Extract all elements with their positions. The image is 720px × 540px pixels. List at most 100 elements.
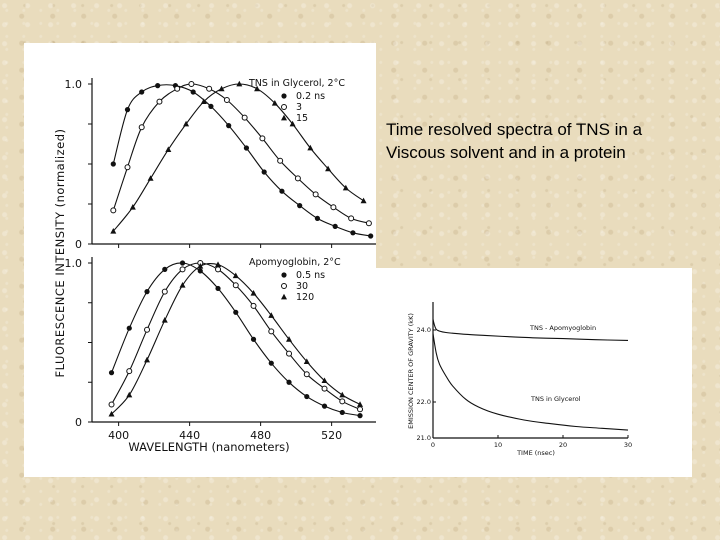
top-data-point <box>350 230 356 236</box>
top-data-point <box>200 98 207 104</box>
top-data-point <box>223 97 230 103</box>
bottom-spectra-panel: 400 440 480 520 0 1.0 Apomyoglobin, 2°C 0.5 ns3… <box>65 257 376 442</box>
inset-x-tick-label: 0 <box>431 441 435 449</box>
top-data-point <box>342 184 349 191</box>
bottom-data-point <box>357 406 364 413</box>
top-data-point <box>259 135 266 142</box>
bottom-legend-marker-1 <box>281 272 287 278</box>
top-data-point <box>277 157 284 164</box>
top-data-point <box>155 83 161 89</box>
top-panel-title: TNS in Glycerol, 2°C <box>248 78 345 89</box>
inset-x-tick-label: 20 <box>559 441 567 449</box>
bottom-data-point <box>179 260 186 266</box>
top-data-point <box>360 197 367 204</box>
top-data-point <box>188 81 195 87</box>
bottom-data-point <box>232 282 239 289</box>
top-data-point <box>124 164 131 171</box>
bottom-data-point <box>179 282 186 288</box>
inset-x-tick-label: 10 <box>494 441 502 449</box>
top-data-point <box>124 107 131 113</box>
bottom-x-tick-label: 480 <box>250 429 271 442</box>
top-data-point <box>312 191 319 198</box>
inset-y-tick-label: 22.0 <box>417 398 431 406</box>
bottom-legend-marker-2 <box>281 283 287 289</box>
top-data-point <box>236 80 243 87</box>
bottom-data-point <box>215 266 222 273</box>
inset-y-tick-label: 24.0 <box>417 326 431 334</box>
bottom-data-point <box>179 266 186 273</box>
bottom-data-point <box>321 385 328 392</box>
bottom-data-point <box>144 289 150 295</box>
inset-series-line-1 <box>432 319 629 341</box>
inset-x-axis-title: TIME (nsec) <box>516 449 555 457</box>
top-data-point <box>183 120 190 127</box>
top-data-point <box>174 85 181 92</box>
top-data-point <box>307 144 314 151</box>
top-data-point <box>165 146 172 152</box>
bottom-data-point <box>197 268 203 274</box>
top-data-point <box>208 103 214 109</box>
bottom-panel-title: Apomyoglobin, 2°C <box>249 257 341 268</box>
top-legend-label-2: 3 <box>296 102 302 113</box>
bottom-data-point <box>321 403 328 409</box>
top-data-point <box>332 223 338 229</box>
bottom-data-point <box>232 272 239 279</box>
top-data-point <box>190 89 196 95</box>
bottom-x-tick-label: 440 <box>179 429 200 442</box>
bottom-data-point <box>161 317 168 323</box>
bottom-data-point <box>108 370 115 376</box>
top-series-line-2 <box>112 83 370 224</box>
top-data-point <box>138 124 145 131</box>
top-legend-marker-1 <box>281 93 287 99</box>
top-data-point <box>110 207 117 214</box>
bottom-data-point <box>268 312 275 318</box>
bottom-x-tick-label: 520 <box>321 429 342 442</box>
top-data-point <box>241 114 248 121</box>
bottom-data-point <box>215 285 221 292</box>
top-data-point <box>271 100 278 106</box>
top-data-point <box>368 233 374 239</box>
inset-series-label-2: TNS in Glycerol <box>530 395 581 403</box>
top-data-point <box>330 204 337 211</box>
caption-line-1: Time resolved spectra of TNS in a <box>386 120 643 139</box>
bottom-data-point <box>339 409 345 416</box>
top-y-tick-label: 1.0 <box>65 78 83 91</box>
bottom-data-point <box>286 336 293 342</box>
top-legend-label-3: 15 <box>296 113 308 124</box>
top-legend-label-1: 0.2 ns <box>296 91 325 102</box>
bottom-data-point <box>126 391 133 398</box>
y-axis-title: FLUORESCENCE INTENSITY (normalized) <box>53 129 67 378</box>
top-data-point <box>261 169 267 175</box>
bottom-data-point <box>126 368 133 375</box>
top-data-point <box>147 175 154 181</box>
center-of-gravity-figure: 0 10 20 30 21.0 22.0 24.0 TNS - Apomyoglobin TNS… <box>407 302 632 457</box>
top-data-point <box>243 145 250 151</box>
x-axis-title: WAVELENGTH (nanometers) <box>128 440 289 454</box>
top-data-point <box>297 203 303 209</box>
bottom-data-point <box>215 261 222 267</box>
bottom-legend-label-2: 30 <box>296 281 308 292</box>
top-data-point <box>226 123 232 129</box>
top-data-point <box>139 89 145 95</box>
top-series-line-1 <box>112 84 371 237</box>
bottom-data-point <box>126 325 132 331</box>
bottom-data-point <box>250 336 257 342</box>
inset-y-axis-title: EMISSION CENTER OF GRAVITY (kK) <box>407 313 415 429</box>
bottom-legend-marker-3 <box>281 293 287 300</box>
bottom-data-point <box>304 393 310 400</box>
caption-line-2: Viscous solvent and in a protein <box>386 143 626 162</box>
bottom-data-point <box>250 302 257 309</box>
top-data-point <box>325 165 332 172</box>
top-data-point <box>279 188 285 194</box>
bottom-data-point <box>197 262 204 269</box>
bottom-legend-label-1: 0.5 ns <box>296 270 325 281</box>
bottom-data-point <box>303 358 310 364</box>
inset-series-label-1: TNS - Apomyoglobin <box>529 324 596 332</box>
inset-plot: 0 10 20 30 21.0 22.0 24.0 TNS - Apomyoglobin TNS… <box>417 302 632 449</box>
bottom-data-point <box>144 356 151 363</box>
top-data-point <box>254 85 261 92</box>
bottom-data-point <box>162 266 168 272</box>
bottom-data-point <box>144 326 151 333</box>
top-data-point <box>314 215 321 221</box>
